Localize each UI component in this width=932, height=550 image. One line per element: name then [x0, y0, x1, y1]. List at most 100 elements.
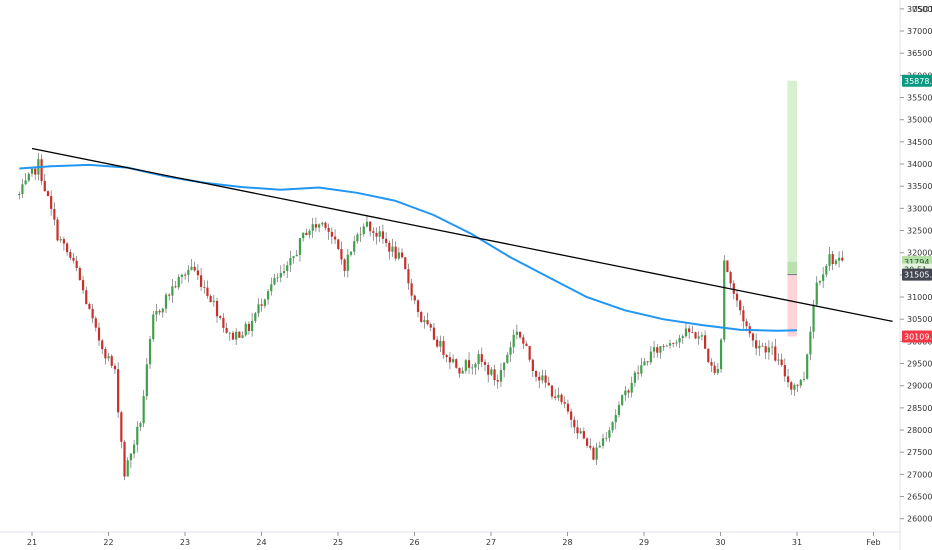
candle-down [742, 310, 745, 322]
candle-down [50, 196, 53, 209]
candle-down [458, 367, 461, 374]
candle-up [273, 277, 276, 285]
candle-down [691, 332, 694, 333]
candle-down [260, 304, 263, 306]
candle-up [321, 222, 324, 225]
y-tick-label: 35000.0 [907, 116, 932, 125]
candle-up [190, 266, 193, 270]
candle-down [340, 249, 343, 260]
y-tick-label: 34000.0 [907, 160, 932, 169]
x-tick-label: 25 [333, 538, 343, 547]
x-tick-label: 31 [792, 538, 802, 547]
candle-down [196, 270, 199, 276]
y-tick-label: 36500.0 [907, 49, 932, 58]
y-tick-label: 32000.0 [907, 249, 932, 258]
candle-down [745, 321, 748, 327]
candle-down [646, 361, 649, 363]
candle-up [155, 311, 158, 315]
candle-up [251, 320, 254, 332]
candle-down [56, 219, 59, 241]
candle-down [637, 372, 640, 374]
candle-down [113, 365, 117, 370]
candle-up [171, 286, 174, 296]
candle-up [799, 379, 802, 386]
candle-up [506, 354, 509, 363]
candle-down [101, 340, 104, 350]
candle-down [547, 382, 550, 386]
candle-up [809, 331, 812, 355]
candle-up [244, 323, 247, 336]
candle-up [490, 369, 493, 375]
y-tick-label: 33500.0 [907, 182, 932, 191]
candle-up [139, 423, 142, 427]
candle-down [662, 346, 665, 347]
candle-up [129, 453, 132, 461]
candle-up [180, 274, 184, 277]
candle-up [187, 269, 190, 275]
candle-down [215, 300, 219, 317]
candle-down [407, 269, 410, 284]
candle-up [614, 415, 617, 423]
candle-down [554, 396, 557, 398]
candle-down [442, 340, 445, 355]
candle-down [589, 445, 592, 448]
candle-up [509, 347, 512, 355]
candle-up [266, 291, 270, 300]
candle-up [652, 347, 656, 352]
candle-down [333, 236, 337, 240]
candle-up [675, 342, 678, 344]
candle-down [337, 239, 340, 250]
candle-down [69, 252, 72, 258]
candle-up [640, 365, 643, 374]
candle-up [777, 359, 780, 361]
candle-up [499, 370, 503, 382]
candle-down [528, 346, 531, 360]
candle-down [247, 323, 251, 332]
long-position-tool[interactable] [787, 80, 797, 337]
candle-up [659, 346, 662, 353]
candle-down [46, 191, 50, 197]
candle-up [512, 334, 515, 348]
candle-down [72, 257, 75, 261]
candle-down [455, 359, 458, 368]
candle-up [161, 308, 164, 313]
candle-up [503, 362, 506, 371]
candle-up [356, 234, 359, 242]
trendline-segment[interactable] [31, 147, 893, 323]
candle-up [24, 180, 27, 185]
candle-up [630, 382, 633, 393]
y-tick-label: 30500.0 [907, 315, 932, 324]
trendline[interactable] [31, 147, 893, 323]
candle-up [461, 370, 464, 374]
candle-up [359, 234, 362, 235]
candle-down [483, 361, 487, 365]
candle-down [305, 232, 308, 235]
candle-up [474, 364, 477, 368]
candle-down [209, 296, 212, 302]
candle-up [668, 343, 672, 346]
y-tick-label: 27000.0 [907, 470, 932, 479]
candle-up [515, 331, 518, 335]
candle-down [525, 343, 528, 347]
x-tick-label: 23 [180, 538, 190, 547]
candle-down [755, 340, 758, 349]
candle-down [413, 295, 416, 301]
price-tag [902, 268, 932, 281]
y-tick-label: 34500.0 [907, 138, 932, 147]
profit-zone[interactable] [787, 80, 797, 275]
candle-up [818, 280, 822, 283]
x-tick-label: 28 [562, 538, 572, 547]
x-tick-label: 24 [256, 538, 266, 547]
candle-down [735, 293, 739, 301]
candle-up [624, 390, 627, 396]
loss-zone[interactable] [787, 274, 797, 337]
candle-up [59, 239, 62, 241]
candle-up [362, 226, 365, 235]
candle-down [78, 268, 81, 281]
candle-down [219, 316, 222, 318]
candle-up [27, 173, 30, 181]
candle-down [764, 346, 767, 353]
time-axis[interactable]: 21 22 23 24 25 26 27 28 29 30 31 Feb [27, 532, 881, 547]
candle-down [104, 349, 107, 359]
